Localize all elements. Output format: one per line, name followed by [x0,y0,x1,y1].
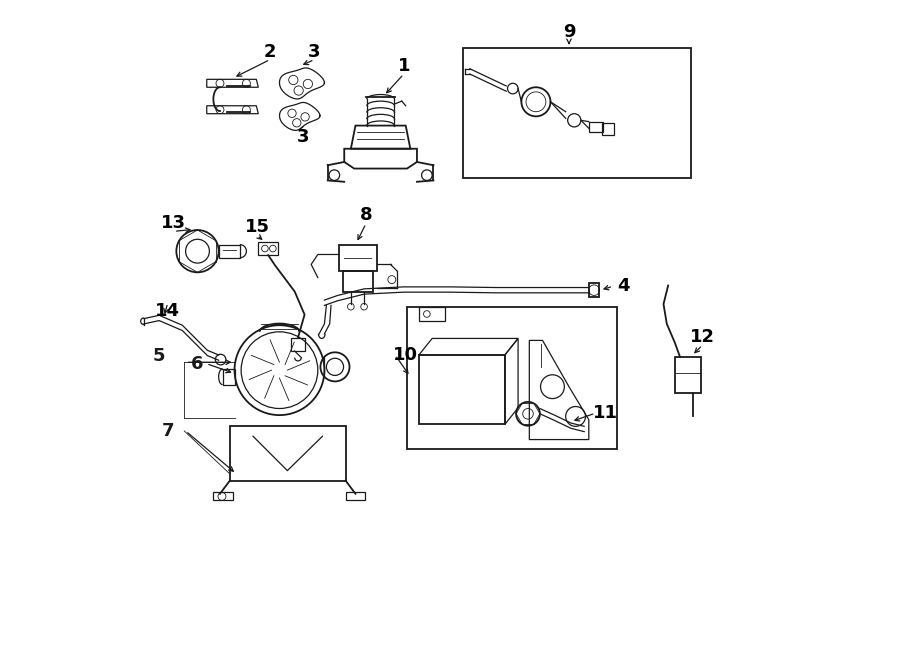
Text: 10: 10 [392,346,418,364]
Bar [213,492,233,500]
Bar [589,122,603,132]
Bar [602,123,614,135]
Bar [343,271,373,292]
Bar [464,48,691,178]
Text: 11: 11 [593,404,617,422]
Bar [407,307,617,449]
Text: 3: 3 [308,42,320,61]
Text: 7: 7 [161,422,174,440]
Bar [222,369,235,385]
Bar [418,307,446,321]
Text: 6: 6 [191,354,203,373]
Bar [339,245,377,271]
Text: 3: 3 [297,128,310,146]
Text: 2: 2 [264,42,276,61]
Text: 14: 14 [156,301,180,320]
Bar [258,242,278,255]
Bar [346,492,365,500]
Text: 4: 4 [616,277,629,295]
Text: 5: 5 [153,346,166,365]
Bar [292,338,304,351]
Bar [219,245,239,258]
Bar [418,355,505,424]
Text: 13: 13 [161,214,186,233]
Text: 1: 1 [398,57,410,75]
Bar [230,426,346,481]
Text: 9: 9 [562,22,575,41]
Text: 12: 12 [690,328,715,346]
Bar [675,357,701,393]
Text: 8: 8 [360,206,373,225]
Text: 15: 15 [245,218,269,237]
Bar [589,283,599,297]
